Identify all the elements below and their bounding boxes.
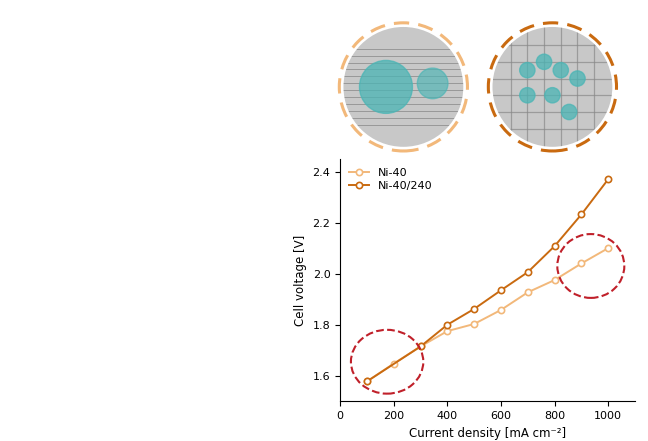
Ni-40/240 <box>605 176 612 182</box>
Ni-40/240 <box>551 243 559 249</box>
Ni-40/240 <box>417 344 424 349</box>
Ni-40 <box>577 261 585 266</box>
Circle shape <box>561 105 577 120</box>
Ni-40 <box>524 290 532 295</box>
Ni-40/240 <box>577 212 585 217</box>
Ni-40 <box>417 344 424 349</box>
Line: Ni-40: Ni-40 <box>364 245 611 385</box>
Circle shape <box>340 23 467 151</box>
Circle shape <box>537 54 551 70</box>
Circle shape <box>360 60 412 113</box>
Ni-40 <box>390 361 398 366</box>
Ni-40 <box>363 379 371 384</box>
X-axis label: Current density [mA cm⁻²]: Current density [mA cm⁻²] <box>409 426 566 440</box>
Ni-40/240 <box>497 288 505 293</box>
Ni-40 <box>605 246 612 251</box>
Y-axis label: Cell voltage [V]: Cell voltage [V] <box>294 235 307 325</box>
Circle shape <box>553 63 568 78</box>
Ni-40/240 <box>470 306 478 311</box>
Ni-40/240 <box>524 269 532 275</box>
Ni-40 <box>497 307 505 313</box>
Ni-40 <box>470 321 478 327</box>
Circle shape <box>570 71 585 86</box>
Ni-40 <box>443 329 451 334</box>
Ni-40 <box>551 277 559 283</box>
Line: Ni-40/240: Ni-40/240 <box>364 176 611 385</box>
Circle shape <box>545 88 560 103</box>
Circle shape <box>417 68 448 99</box>
Legend: Ni-40, Ni-40/240: Ni-40, Ni-40/240 <box>346 164 436 194</box>
Ni-40/240 <box>443 322 451 327</box>
Circle shape <box>489 23 616 151</box>
Ni-40/240 <box>363 379 371 384</box>
Circle shape <box>520 63 535 78</box>
Circle shape <box>520 88 535 103</box>
